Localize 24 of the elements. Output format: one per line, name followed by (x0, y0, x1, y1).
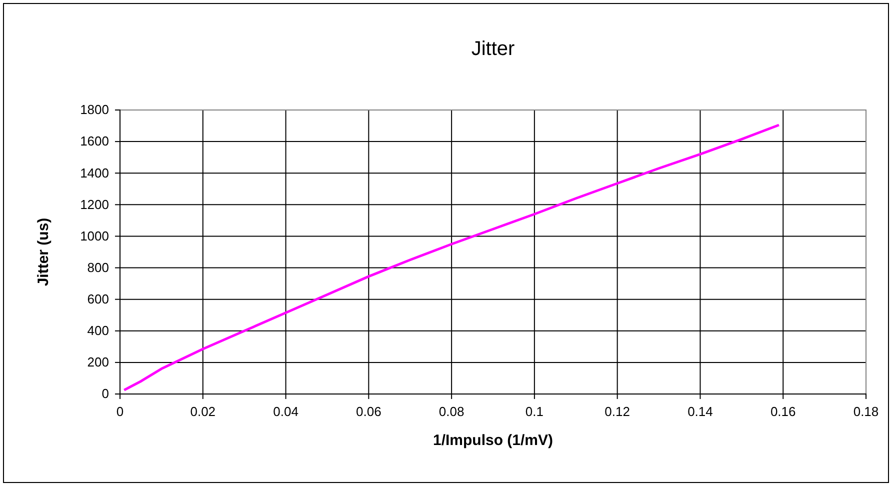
x-tick-label: 0.12 (604, 404, 630, 420)
y-tick-label: 0 (102, 386, 109, 402)
x-tick-label: 0.04 (273, 404, 298, 420)
y-tick-label: 400 (87, 323, 109, 338)
y-tick-label: 1800 (80, 102, 109, 118)
y-tick-label: 1000 (80, 228, 109, 244)
y-tick-label: 800 (87, 260, 109, 275)
x-tick-label: 0.02 (190, 404, 216, 420)
x-tick-label: 0.1 (525, 404, 544, 420)
y-tick-label: 1600 (80, 134, 109, 149)
y-tick-label: 1200 (80, 196, 109, 212)
x-axis-title: 1/Impulso (1/mV) (432, 432, 554, 449)
chart-title: Jitter (471, 38, 516, 60)
x-tick-label: 0.14 (688, 404, 713, 420)
y-tick-label: 200 (87, 354, 109, 370)
x-tick-label: 0.18 (853, 404, 879, 420)
x-tick-label: 0.16 (770, 404, 796, 420)
x-tick-label: 0.08 (438, 404, 464, 420)
y-tick-label: 1400 (80, 165, 109, 180)
line-series (122, 124, 780, 392)
x-tick-label: 0 (116, 404, 124, 420)
y-tick-label: 600 (87, 291, 109, 306)
y-axis-title: Jitter (us) (35, 218, 52, 286)
x-tick-label: 0.06 (356, 404, 382, 420)
